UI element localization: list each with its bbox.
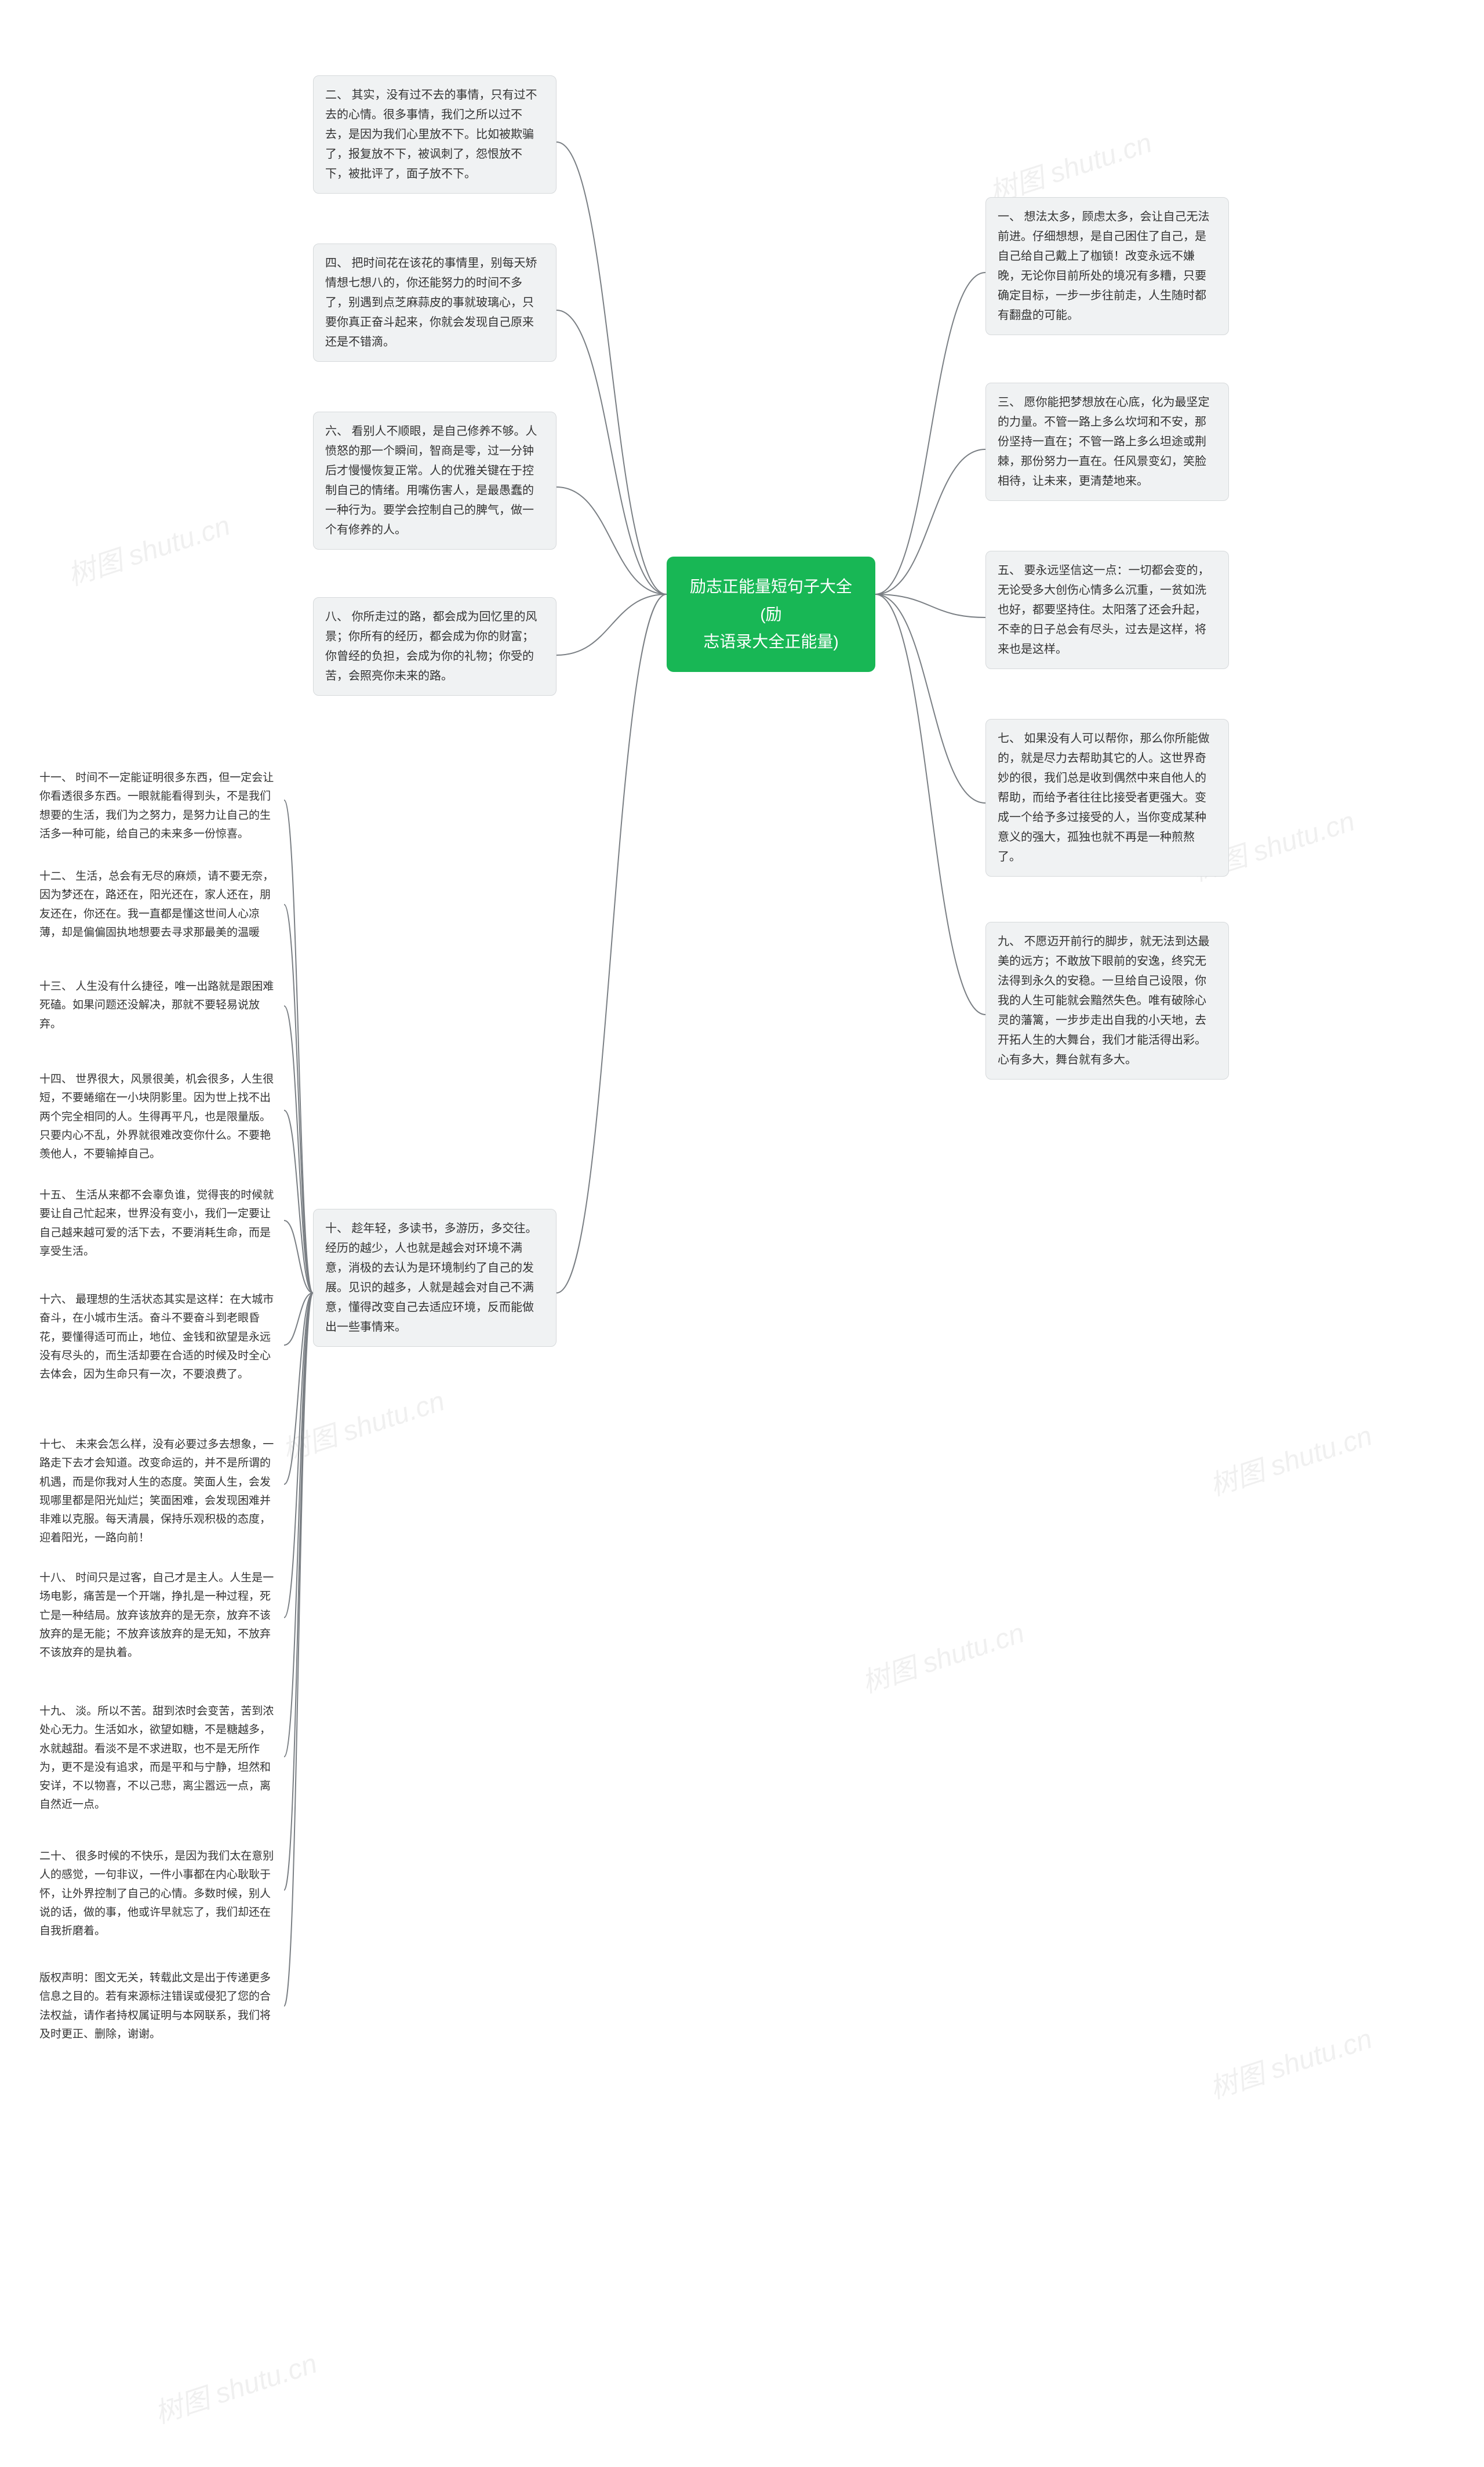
- edge: [284, 1293, 313, 1757]
- edge: [284, 1006, 313, 1293]
- leaf-node-G15: 十五、 生活从来都不会辜负谁，觉得丧的时候就要让自己忙起来，世界没有变小，我们一…: [35, 1183, 284, 1265]
- branch-node-L5: 十、 趁年轻，多读书，多游历，多交往。经历的越少，人也就是越会对环境不满意，消极…: [313, 1209, 556, 1347]
- leaf-node-G11: 十一、 时间不一定能证明很多东西，但一定会让你看透很多东西。一眼就能看得到头，不…: [35, 765, 284, 847]
- watermark: 树图 shutu.cn: [1203, 1413, 1376, 1503]
- edge: [284, 800, 313, 1293]
- branch-node-R1: 一、 想法太多，顾虑太多，会让自己无法前进。仔细想想，是自己困住了自己，是自己给…: [985, 197, 1229, 335]
- branch-node-R5: 九、 不愿迈开前行的脚步，就无法到达最美的远方；不敢放下眼前的安逸，终究无法得到…: [985, 922, 1229, 1080]
- edge: [556, 487, 667, 594]
- edge: [284, 1293, 313, 1618]
- watermark: 树图 shutu.cn: [61, 503, 234, 593]
- watermark: 树图 shutu.cn: [276, 1378, 449, 1469]
- branch-node-R2: 三、 愿你能把梦想放在心底，化为最坚定的力量。不管一路上多么坎坷和不安，那份坚持…: [985, 383, 1229, 501]
- edge: [284, 1293, 313, 1345]
- branch-node-L1: 二、 其实，没有过不去的事情，只有过不去的心情。很多事情，我们之所以过不去，是因…: [313, 75, 556, 194]
- watermark: 树图 shutu.cn: [148, 2341, 321, 2431]
- branch-node-R3: 五、 要永远坚信这一点：一切都会变的，无论受多大创伤心情多么沉重，一贫如洗也好，…: [985, 551, 1229, 669]
- leaf-node-G12: 十二、 生活，总会有无尽的麻烦，请不要无奈，因为梦还在，路还在，阳光还在，家人还…: [35, 864, 284, 946]
- edge: [875, 273, 985, 594]
- edge: [284, 904, 313, 1293]
- edge: [875, 594, 985, 617]
- edge: [556, 142, 667, 594]
- leaf-node-G16: 十六、 最理想的生活状态其实是这样：在大城市奋斗，在小城市生活。奋斗不要奋斗到老…: [35, 1287, 284, 1387]
- leaf-node-G19: 十九、 淡。所以不苦。甜到浓时会变苦，苦到浓处心无力。生活如水，欲望如糖，不是糖…: [35, 1699, 284, 1818]
- leaf-node-G17: 十七、 未来会怎么样，没有必要过多去想象，一路走下去才会知道。改变命运的，并不是…: [35, 1432, 284, 1552]
- center-node: 励志正能量短句子大全(励 志语录大全正能量): [667, 557, 875, 672]
- edge: [556, 310, 667, 594]
- edge: [284, 1293, 313, 1484]
- leaf-node-G20: 二十、 很多时候的不快乐，是因为我们太在意别人的感觉，一句非议，一件小事都在内心…: [35, 1844, 284, 1944]
- edge: [284, 1220, 313, 1293]
- leaf-node-G14: 十四、 世界很大，风景很美，机会很多，人生很短，不要蜷缩在一小块阴影里。因为世上…: [35, 1067, 284, 1167]
- watermark: 树图 shutu.cn: [1203, 2016, 1376, 2106]
- edge: [875, 594, 985, 803]
- edge: [556, 594, 667, 655]
- watermark: 树图 shutu.cn: [856, 1610, 1028, 1701]
- leaf-node-G13: 十三、 人生没有什么捷径，唯一出路就是跟困难死磕。如果问题还没解决，那就不要轻易…: [35, 974, 284, 1037]
- branch-node-R4: 七、 如果没有人可以帮你，那么你所能做的，就是尽力去帮助其它的人。这世界奇妙的很…: [985, 719, 1229, 877]
- edge: [875, 594, 985, 1015]
- edge: [284, 1293, 313, 2006]
- branch-node-L2: 四、 把时间花在该花的事情里，别每天矫情想七想八的，你还能努力的时间不多了，别遇…: [313, 244, 556, 362]
- edge: [284, 1110, 313, 1293]
- branch-node-L3: 六、 看别人不顺眼，是自己修养不够。人愤怒的那一个瞬间，智商是零，过一分钟后才慢…: [313, 412, 556, 550]
- edge: [284, 1293, 313, 1890]
- leaf-node-G18: 十八、 时间只是过客，自己才是主人。人生是一场电影，痛苦是一个开端，挣扎是一种过…: [35, 1565, 284, 1666]
- leaf-node-G21: 版权声明：图文无关，转载此文是出于传递更多信息之目的。若有来源标注错误或侵犯了您…: [35, 1965, 284, 2047]
- branch-node-L4: 八、 你所走过的路，都会成为回忆里的风景；你所有的经历，都会成为你的财富；你曾经…: [313, 597, 556, 696]
- edge: [556, 594, 667, 1293]
- edge: [875, 449, 985, 594]
